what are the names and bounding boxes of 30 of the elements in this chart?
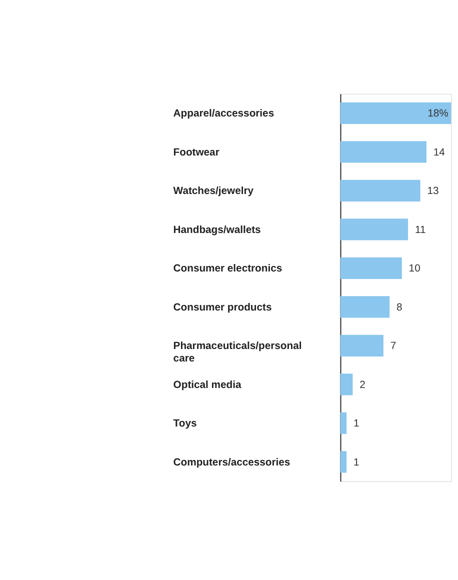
- bar: [340, 218, 408, 240]
- data-label: 7: [390, 341, 396, 352]
- data-label: 1: [353, 457, 360, 468]
- bar: [340, 451, 347, 473]
- bar: [340, 180, 420, 202]
- bar: [340, 141, 426, 163]
- y-tick-label: Footwear: [173, 147, 220, 158]
- data-label: 18%: [428, 108, 448, 120]
- y-tick-label: Consumer products: [173, 302, 272, 314]
- y-tick-label: Computers/accessories: [173, 457, 290, 468]
- data-label: 11: [414, 224, 426, 236]
- bar: [340, 334, 384, 356]
- y-tick-label: Consumer electronics: [173, 264, 282, 275]
- bar: [340, 102, 452, 124]
- bar: [340, 257, 402, 279]
- y-tick-label: Handbags/wallets: [173, 224, 262, 236]
- y-tick-label: Apparel/accessories: [173, 108, 274, 120]
- data-label: 14: [433, 147, 446, 158]
- bar: [340, 296, 390, 318]
- bar: [340, 374, 353, 396]
- y-tick-label: Toys: [173, 418, 197, 430]
- y-tick-label: Optical media: [173, 380, 242, 391]
- data-label: 1: [353, 418, 360, 430]
- y-tick-label: Pharmaceuticals/personal care: [173, 341, 302, 365]
- bar: [340, 412, 347, 434]
- data-label: 10: [408, 264, 421, 275]
- data-label: 2: [360, 380, 366, 391]
- y-tick-label: Watches/jewelry: [173, 186, 254, 198]
- data-label: 8: [396, 302, 403, 314]
- data-label: 13: [427, 186, 440, 198]
